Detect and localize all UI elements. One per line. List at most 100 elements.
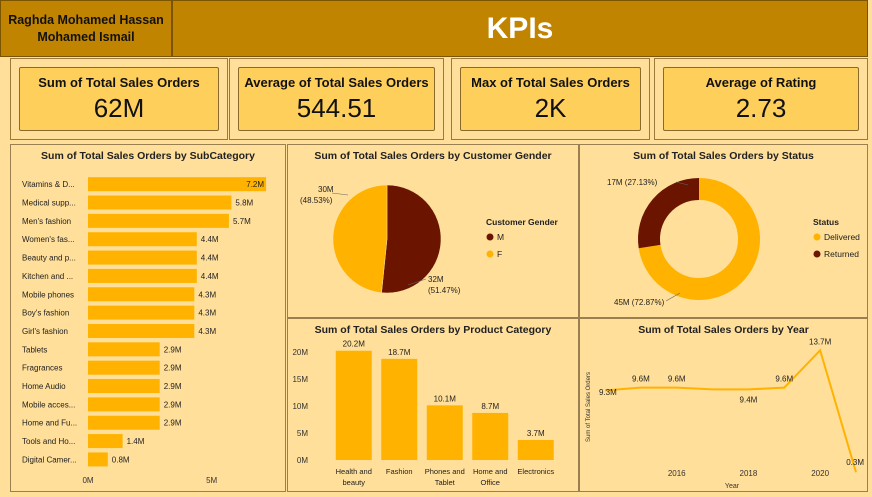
kpi-value: 2.73 [735, 92, 787, 123]
data-label: 8.7M [481, 402, 499, 411]
data-label: 2.9M [164, 419, 182, 428]
kpi-card-rating[interactable]: Average of Rating 2.73 [663, 67, 859, 131]
category-label: Phones and [425, 467, 465, 476]
category-label: Home Audio [22, 382, 66, 391]
chart-title: Sum of Total Sales Orders by Status [633, 150, 814, 162]
legend-marker [813, 233, 821, 241]
kpi-card-sum[interactable]: Sum of Total Sales Orders 62M [19, 67, 219, 131]
data-label: 4.4M [201, 272, 219, 281]
legend-label: F [497, 249, 502, 259]
data-label: 1.4M [127, 437, 145, 446]
bar [88, 250, 197, 265]
x-tick-label: 2020 [811, 469, 829, 478]
pie-slice [332, 184, 388, 293]
point-label: 9.4M [740, 395, 758, 404]
category-label: Men's fashion [22, 217, 71, 226]
status-donut-chart: 45M (72.87%) 17M (27.13%) Status Delivered R… [607, 178, 860, 307]
category-label: Tools and Ho... [22, 437, 75, 446]
data-label: 10.1M [434, 394, 457, 403]
dashboard-title: KPIs [172, 0, 868, 57]
kpi-card-max[interactable]: Max of Total Sales Orders 2K [460, 67, 641, 131]
leader-line [407, 278, 427, 286]
kpi-card-average[interactable]: Average of Total Sales Orders 544.51 [238, 67, 435, 131]
data-label: 30M [318, 185, 334, 194]
kpi-value: 544.51 [296, 92, 377, 123]
bar [335, 350, 372, 460]
data-label: 20.2M [343, 340, 366, 349]
chart-title: Sum of Total Sales Orders by Product Cat… [314, 324, 552, 336]
y-tick-label: 0M [297, 456, 308, 465]
category-label: Office [481, 478, 500, 487]
y-tick-label: 10M [292, 402, 308, 411]
bar [426, 405, 463, 460]
donut-slice [638, 178, 700, 249]
category-label: Digital Camer... [22, 455, 77, 464]
x-tick-label: 2018 [740, 469, 758, 478]
point-label: 9.6M [632, 375, 650, 384]
category-label: beauty [342, 478, 365, 487]
bar [88, 379, 160, 394]
series-line [604, 348, 857, 473]
data-label: 0.8M [112, 455, 130, 464]
chart-title: Sum of Total Sales Orders by Customer Ge… [314, 150, 552, 162]
leader-line [665, 292, 681, 302]
category-label: Boy's fashion [22, 309, 69, 318]
category-label: Medical supp... [22, 199, 76, 208]
bar [88, 342, 160, 357]
category-label: Home and Fu... [22, 419, 77, 428]
bar [88, 177, 267, 192]
legend-marker [486, 250, 494, 258]
leader-line [331, 192, 349, 196]
y-axis-title: Sum of Total Sales Orders [586, 372, 592, 442]
y-tick-label: 15M [292, 375, 308, 384]
gender-pie-chart: 32M (51.47%) 30M (48.53%) Customer Gender MF [300, 184, 558, 295]
point-label: 0.3M [846, 458, 864, 467]
bar [88, 268, 197, 283]
x-axis-title: Year [725, 483, 740, 490]
data-label: 4.3M [198, 327, 216, 336]
product-category-chart-panel[interactable]: Sum of Total Sales Orders by Product Cat… [287, 318, 579, 492]
kpi-value: 2K [534, 92, 567, 123]
subcategory-chart-panel[interactable]: Sum of Total Sales Orders by SubCategory… [10, 144, 286, 492]
category-label: Vitamins & D... [22, 180, 75, 189]
point-label: 9.3M [599, 388, 617, 397]
category-label: Mobile phones [22, 290, 74, 299]
kpi-panel-rating: Average of Rating 2.73 [654, 58, 868, 140]
data-label: 2.9M [164, 345, 182, 354]
bar [88, 360, 160, 375]
subcategory-bar-chart: Vitamins & D... 7.2M Medical supp... 5.8M Me… [22, 177, 267, 485]
data-label: 2.9M [164, 400, 182, 409]
kpi-label: Average of Total Sales Orders [244, 74, 429, 90]
data-label: 4.3M [198, 309, 216, 318]
pie-slice [381, 184, 442, 294]
bar [517, 439, 554, 460]
category-label: Kitchen and ... [22, 272, 73, 281]
status-chart-panel[interactable]: Sum of Total Sales Orders by Status 45M … [579, 144, 868, 318]
data-label: 5.7M [233, 217, 251, 226]
bar [88, 195, 232, 210]
chart-title: Sum of Total Sales Orders by SubCategory [41, 150, 255, 162]
category-label: Home and [473, 467, 508, 476]
author-name: Raghda Mohamed Hassan Mohamed Ismail [0, 0, 172, 57]
category-label: Tablets [22, 345, 47, 354]
point-label: 9.6M [775, 375, 793, 384]
bar [88, 434, 123, 449]
data-label: 17M (27.13%) [607, 178, 658, 187]
y-tick-label: 5M [297, 429, 308, 438]
year-line-chart: 9.3M 9.6M 9.6M 9.4M 9.6M 13.7M 0.3M 2016 2018 202… [586, 337, 864, 490]
category-label: Women's fas... [22, 235, 75, 244]
legend-title: Status [813, 217, 839, 227]
category-label: Mobile acces... [22, 400, 75, 409]
year-chart-panel[interactable]: Sum of Total Sales Orders by Year 9.3M 9.… [579, 318, 868, 492]
kpi-value: 62M [93, 92, 145, 123]
kpi-panel-average: Average of Total Sales Orders 544.51 [229, 58, 444, 140]
x-tick-label: 5M [206, 476, 217, 485]
leader-line [675, 181, 689, 186]
gender-chart-panel[interactable]: Sum of Total Sales Orders by Customer Ge… [287, 144, 579, 318]
data-label: 2.9M [164, 364, 182, 373]
bar [88, 287, 195, 302]
data-label: 3.7M [527, 429, 545, 438]
bar [88, 415, 160, 430]
data-label: 4.4M [201, 235, 219, 244]
x-tick-label: 2016 [668, 469, 686, 478]
